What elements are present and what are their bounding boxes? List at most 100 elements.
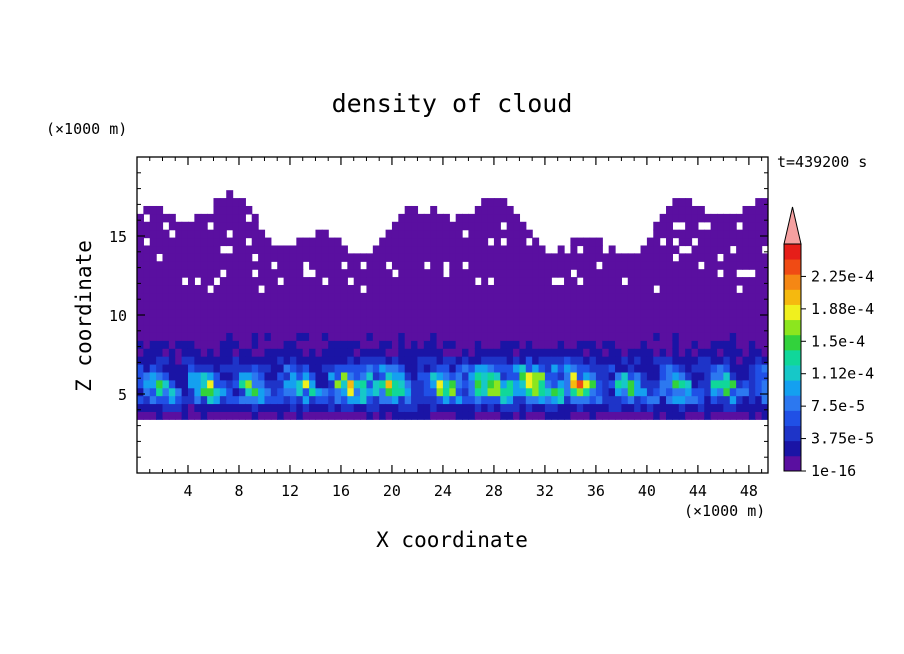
field-cell xyxy=(634,395,642,405)
field-cell xyxy=(685,308,693,318)
field-cell xyxy=(627,348,635,357)
field-cell xyxy=(589,403,597,412)
field-cell xyxy=(442,395,450,405)
field-cell xyxy=(379,332,387,341)
field-cell xyxy=(519,379,527,389)
field-cell xyxy=(423,403,431,412)
field-cell xyxy=(704,395,712,405)
field-cell xyxy=(500,324,508,333)
field-cell xyxy=(481,371,489,381)
field-cell xyxy=(634,371,642,381)
field-cell xyxy=(538,324,546,333)
field-cell xyxy=(755,277,763,286)
field-cell xyxy=(602,316,610,326)
field-cell xyxy=(283,292,291,302)
field-cell xyxy=(296,332,304,341)
field-cell xyxy=(417,356,425,365)
field-cell xyxy=(143,379,151,389)
field-cell xyxy=(353,324,361,333)
field-cell xyxy=(315,277,323,286)
field-cell xyxy=(175,292,183,302)
field-cell xyxy=(264,387,272,397)
field-cell xyxy=(207,395,215,405)
field-cell xyxy=(277,332,285,341)
field-cell xyxy=(334,356,342,365)
field-cell xyxy=(213,198,221,207)
field-cell xyxy=(627,363,635,373)
field-cell xyxy=(391,221,399,231)
field-cell xyxy=(500,277,508,286)
field-cell xyxy=(627,340,635,349)
field-cell xyxy=(519,348,527,357)
field-cell xyxy=(544,403,552,412)
field-cell xyxy=(430,213,438,223)
field-cell xyxy=(640,245,648,254)
field-cell xyxy=(570,340,578,349)
field-cell xyxy=(137,387,144,397)
field-cell xyxy=(137,308,144,318)
field-cell xyxy=(385,229,393,239)
field-cell xyxy=(474,221,482,231)
field-cell xyxy=(659,213,667,223)
field-cell xyxy=(506,205,514,215)
field-cell xyxy=(398,308,406,318)
field-cell xyxy=(137,284,144,294)
field-cell xyxy=(455,253,463,262)
field-cell xyxy=(646,245,654,254)
field-cell xyxy=(595,387,603,397)
field-cell xyxy=(525,371,533,381)
field-cell xyxy=(245,261,253,270)
field-cell xyxy=(576,324,584,333)
field-cell xyxy=(156,395,164,405)
field-cell xyxy=(321,316,329,326)
field-cell xyxy=(462,363,470,373)
field-cell xyxy=(296,348,304,357)
field-cell xyxy=(659,356,667,365)
field-cell xyxy=(672,363,680,373)
field-cell xyxy=(200,277,208,286)
field-cell xyxy=(156,300,164,310)
field-cell xyxy=(532,316,540,326)
field-cell xyxy=(500,332,508,341)
field-cell xyxy=(646,277,654,286)
field-cell xyxy=(551,284,559,294)
field-cell xyxy=(544,308,552,318)
field-cell xyxy=(162,411,170,420)
field-cell xyxy=(525,403,533,412)
field-cell xyxy=(385,356,393,365)
field-cell xyxy=(621,308,629,318)
field-cell xyxy=(245,245,253,254)
field-cell xyxy=(462,253,470,262)
field-cell xyxy=(666,371,673,381)
field-cell xyxy=(302,308,310,318)
y-axis-label: Z coordinate xyxy=(72,240,96,392)
field-cell xyxy=(245,253,253,262)
chart-title: density of cloud xyxy=(332,89,573,118)
field-cell xyxy=(207,237,215,247)
field-cell xyxy=(697,308,705,318)
field-cell xyxy=(143,387,151,397)
field-cell xyxy=(353,316,361,326)
field-cell xyxy=(340,356,348,365)
field-cell xyxy=(213,371,221,381)
field-cell xyxy=(589,269,597,278)
field-cell xyxy=(519,363,527,373)
field-cell xyxy=(411,348,419,357)
field-cell xyxy=(143,324,151,333)
field-cell xyxy=(595,371,603,381)
field-cell xyxy=(366,340,374,349)
field-cell xyxy=(391,379,399,389)
field-cell xyxy=(621,348,629,357)
field-cell xyxy=(748,371,756,381)
field-cell xyxy=(538,300,546,310)
field-cell xyxy=(156,292,164,302)
field-cell xyxy=(710,340,718,349)
field-cell xyxy=(487,308,495,318)
field-cell xyxy=(487,371,495,381)
field-cell xyxy=(187,371,195,381)
field-cell xyxy=(742,261,750,270)
field-cell xyxy=(678,229,686,239)
field-cell xyxy=(360,332,368,341)
field-cell xyxy=(513,245,521,254)
